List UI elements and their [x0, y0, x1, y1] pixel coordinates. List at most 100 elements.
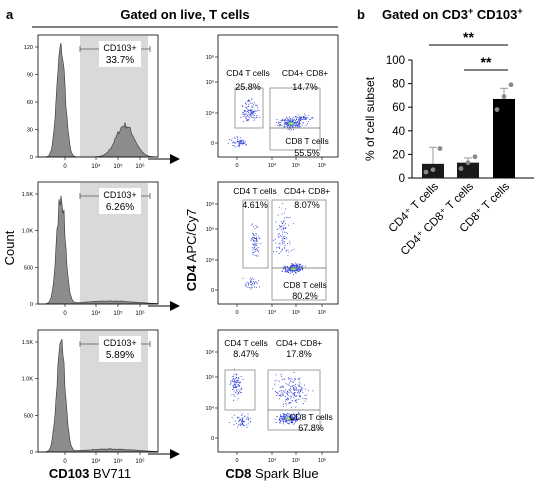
cd8-gate-label: CD8 T cells: [285, 136, 329, 146]
event-dot: [256, 226, 258, 228]
event-dot: [253, 240, 255, 242]
event-dot: [236, 390, 238, 392]
event-dot: [301, 117, 303, 118]
x-tick-label: 10⁶: [318, 309, 326, 316]
event-dot: [254, 111, 256, 112]
event-dot: [282, 266, 284, 268]
event-dot: [251, 236, 253, 238]
event-dot: [292, 381, 294, 383]
event-dot: [304, 384, 305, 386]
event-dot: [293, 248, 295, 250]
event-dot: [291, 421, 292, 423]
event-dot: [287, 390, 289, 392]
event-dot: [246, 416, 248, 418]
panel-a-letter: a: [6, 7, 14, 22]
event-dot: [285, 418, 286, 420]
event-dot: [258, 251, 259, 252]
cd8-gate-label: CD8 T cells: [289, 412, 333, 422]
event-dot: [238, 379, 239, 381]
event-dot: [249, 287, 251, 288]
event-dot: [285, 238, 287, 240]
arrow-head: [170, 301, 180, 311]
event-dot: [293, 388, 295, 389]
event-dot: [299, 264, 301, 266]
event-dot: [243, 421, 245, 423]
event-dot: [257, 247, 259, 248]
event-dot: [254, 243, 255, 245]
event-dot: [249, 117, 251, 119]
event-dot: [275, 395, 277, 396]
event-dot: [252, 239, 254, 241]
event-dot: [288, 119, 289, 121]
event-dot: [240, 420, 242, 421]
event-dot: [292, 121, 294, 123]
event-dot: [245, 284, 247, 286]
event-dot: [279, 398, 280, 400]
event-dot: [252, 117, 253, 119]
event-dot: [245, 107, 247, 109]
event-dot: [289, 241, 290, 243]
event-dot: [232, 141, 234, 143]
event-dot: [285, 122, 287, 124]
event-dot: [234, 137, 236, 139]
cd4-gate-label: CD4 T cells: [224, 338, 268, 348]
event-dot: [278, 380, 280, 382]
event-dot: [295, 121, 297, 123]
event-dot: [290, 124, 292, 126]
event-dot: [296, 263, 298, 265]
event-dot: [240, 418, 242, 420]
event-dot: [294, 393, 295, 395]
event-dot: [279, 226, 281, 228]
dotplot-frame: [217, 34, 339, 158]
event-dot: [249, 114, 251, 116]
event-dot-peak: [292, 268, 294, 270]
event-dot: [294, 388, 296, 390]
event-dot: [298, 264, 300, 266]
y-tick-label: 1.0K: [22, 377, 34, 383]
event-dot: [290, 418, 292, 420]
x-tick-label: 10⁵: [292, 162, 300, 169]
event-dot: [233, 414, 235, 416]
event-dot: [283, 242, 285, 244]
event-dot: [234, 146, 236, 148]
event-dot: [298, 417, 300, 419]
event-dot: [289, 389, 291, 391]
event-dot: [285, 208, 287, 210]
event-dot: [278, 390, 280, 392]
event-dot: [295, 262, 296, 264]
event-dot: [300, 420, 302, 422]
event-dot: [230, 380, 232, 382]
event-dot: [297, 270, 299, 272]
event-dot: [249, 112, 251, 114]
event-dot: [279, 125, 281, 127]
event-dot: [308, 121, 310, 122]
event-dot: [274, 238, 276, 240]
event-dot: [255, 248, 256, 250]
event-dot: [287, 397, 288, 399]
event-dot: [289, 402, 291, 403]
event-dot-peak: [289, 122, 291, 125]
event-dot: [283, 224, 285, 226]
event-dot: [298, 385, 300, 386]
event-dot: [298, 126, 300, 128]
event-dot: [288, 378, 290, 380]
event-dot: [251, 224, 253, 226]
y-tick-label: 1.0K: [22, 229, 34, 235]
y-tick-label: 120: [24, 45, 33, 51]
event-dot: [291, 400, 293, 402]
event-dot: [229, 384, 231, 385]
replicate-point: [508, 82, 514, 88]
event-dot: [253, 248, 255, 250]
event-dot: [237, 137, 238, 139]
event-dot: [235, 377, 237, 379]
event-dot: [295, 415, 297, 417]
event-dot: [297, 120, 299, 122]
event-dot: [283, 394, 284, 396]
y-tick-label: 80: [392, 79, 405, 91]
event-dot: [252, 106, 254, 108]
event-dot: [237, 382, 239, 383]
event-dot: [294, 378, 296, 379]
event-dot: [281, 419, 283, 421]
event-dot: [288, 270, 290, 271]
event-dot: [292, 265, 294, 267]
